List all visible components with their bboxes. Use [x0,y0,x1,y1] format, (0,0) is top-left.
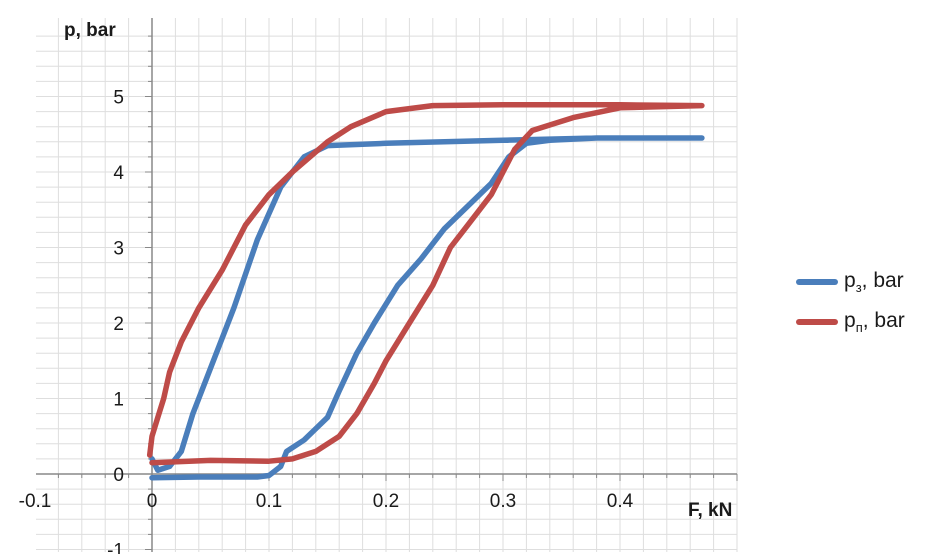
y-tick-label: 4 [113,163,124,184]
x-tick-label: 0.2 [373,491,399,512]
legend-label-main: p [844,308,856,332]
x-tick-label: -0.1 [19,491,52,512]
y-tick-label: 0 [113,465,124,486]
y-tick-label: -1 [107,541,124,554]
x-tick-label: 0.1 [256,491,282,512]
legend-label-suffix: , bar [861,268,904,292]
series-line-pp [146,102,705,466]
x-tick-label: 0 [147,491,158,512]
y-tick-label: 2 [113,314,124,335]
y-tick-label: 1 [113,390,124,411]
tick-labels: -0.1 0 0.1 0.2 0.3 0.4 -1 0 1 2 3 4 5 [19,88,634,554]
series-layer [146,102,705,481]
legend-label-main: p [844,268,856,292]
legend-label-sub: п [855,320,863,336]
legend: pз, bar pп, bar [796,262,905,342]
legend-label-suffix: , bar [862,308,905,332]
x-axis-label: F, kN [688,500,732,521]
legend-swatch-blue [796,279,838,285]
legend-item-red: pп, bar [796,302,905,342]
x-tick-label: 0.3 [490,491,516,512]
legend-label-sub: з [855,280,862,296]
legend-item-blue: pз, bar [796,262,905,302]
legend-label-red: pп, bar [844,309,905,335]
grid [36,18,738,552]
y-axis-label: p, bar [64,20,116,41]
legend-label-blue: pз, bar [844,269,904,295]
y-tick-label: 3 [113,239,124,260]
x-tick-label: 0.4 [607,491,634,512]
y-tick-label: 5 [113,88,124,109]
legend-swatch-red [796,319,838,325]
